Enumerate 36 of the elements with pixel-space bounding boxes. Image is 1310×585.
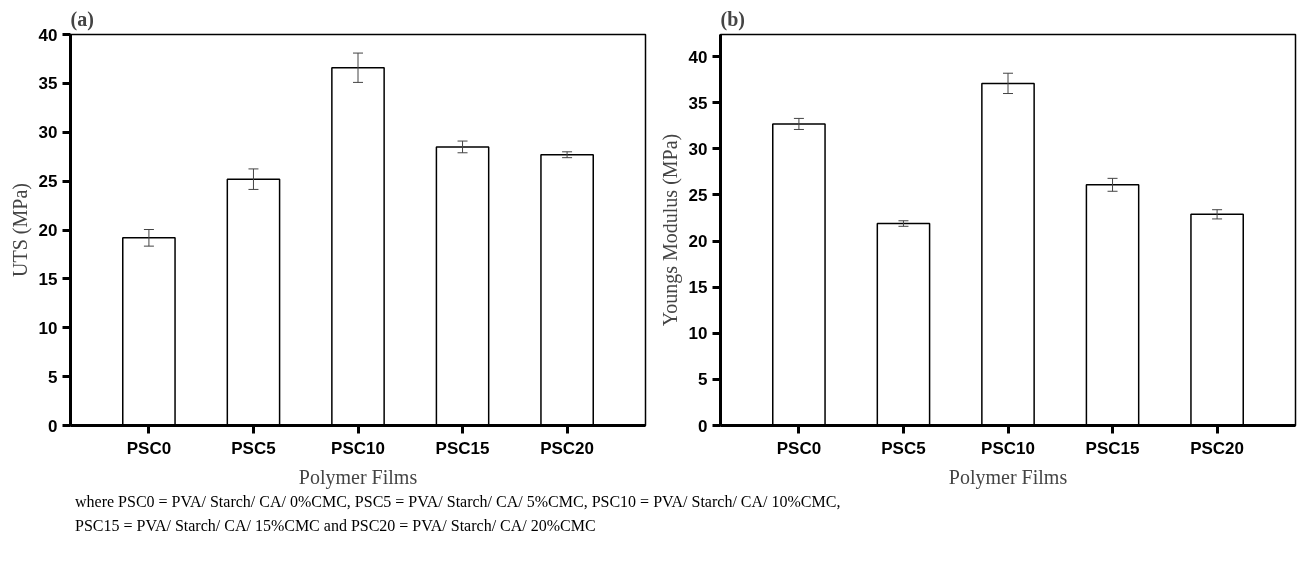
y-tick-label: 10	[38, 318, 58, 338]
y-tick-label: 15	[688, 278, 708, 298]
y-axis-title: UTS (MPa)	[8, 183, 32, 277]
text: where PSC0 = PVA/ Starch/ CA/ 0%CMC, PSC5 = PVA/ Starch/ CA/ 5%CMC, PSC10 = PVA/ Starch/ CA/ 10%CMC,	[75, 493, 841, 510]
y-tick-label: 0	[48, 416, 58, 436]
y-tick-label: 10	[688, 324, 708, 344]
y-tick-label: 40	[38, 25, 58, 45]
y-tick-label: 35	[38, 74, 58, 94]
y-tick-label: 0	[698, 416, 708, 436]
x-tick-label: PSC15	[435, 438, 490, 458]
x-tick-label: PSC5	[881, 438, 926, 458]
x-tick-label: PSC15	[1085, 438, 1140, 458]
x-tick-label: PSC20	[540, 438, 595, 458]
x-axis-title: Polymer Films	[948, 465, 1068, 489]
x-tick-label: PSC5	[231, 438, 276, 458]
chart-title: (a)	[70, 7, 94, 31]
y-tick-label: 25	[688, 185, 708, 205]
chart-title: (b)	[720, 7, 745, 31]
x-tick-label: PSC10	[331, 438, 385, 458]
y-tick-label: 30	[688, 139, 708, 159]
x-tick-label: PSC20	[1190, 438, 1245, 458]
text: PSC15 = PVA/ Starch/ CA/ 15%CMC and PSC20 = PVA/ Starch/ CA/ 20%CMC	[75, 517, 596, 534]
y-tick-label: 5	[48, 367, 58, 387]
x-tick-label: PSC0	[776, 438, 822, 458]
y-tick-label: 30	[38, 123, 58, 143]
y-tick-label: 15	[38, 269, 58, 289]
y-tick-label: 35	[688, 93, 708, 113]
y-axis-title: Youngs Modulus (MPa)	[658, 133, 682, 327]
y-tick-label: 40	[688, 47, 708, 67]
x-tick-label: PSC10	[981, 438, 1035, 458]
y-tick-label: 5	[698, 370, 708, 390]
x-axis-title: Polymer Films	[298, 465, 418, 489]
y-tick-label: 20	[38, 221, 58, 240]
y-tick-label: 25	[38, 172, 58, 192]
x-tick-label: PSC0	[126, 438, 172, 458]
y-tick-label: 20	[688, 232, 708, 252]
